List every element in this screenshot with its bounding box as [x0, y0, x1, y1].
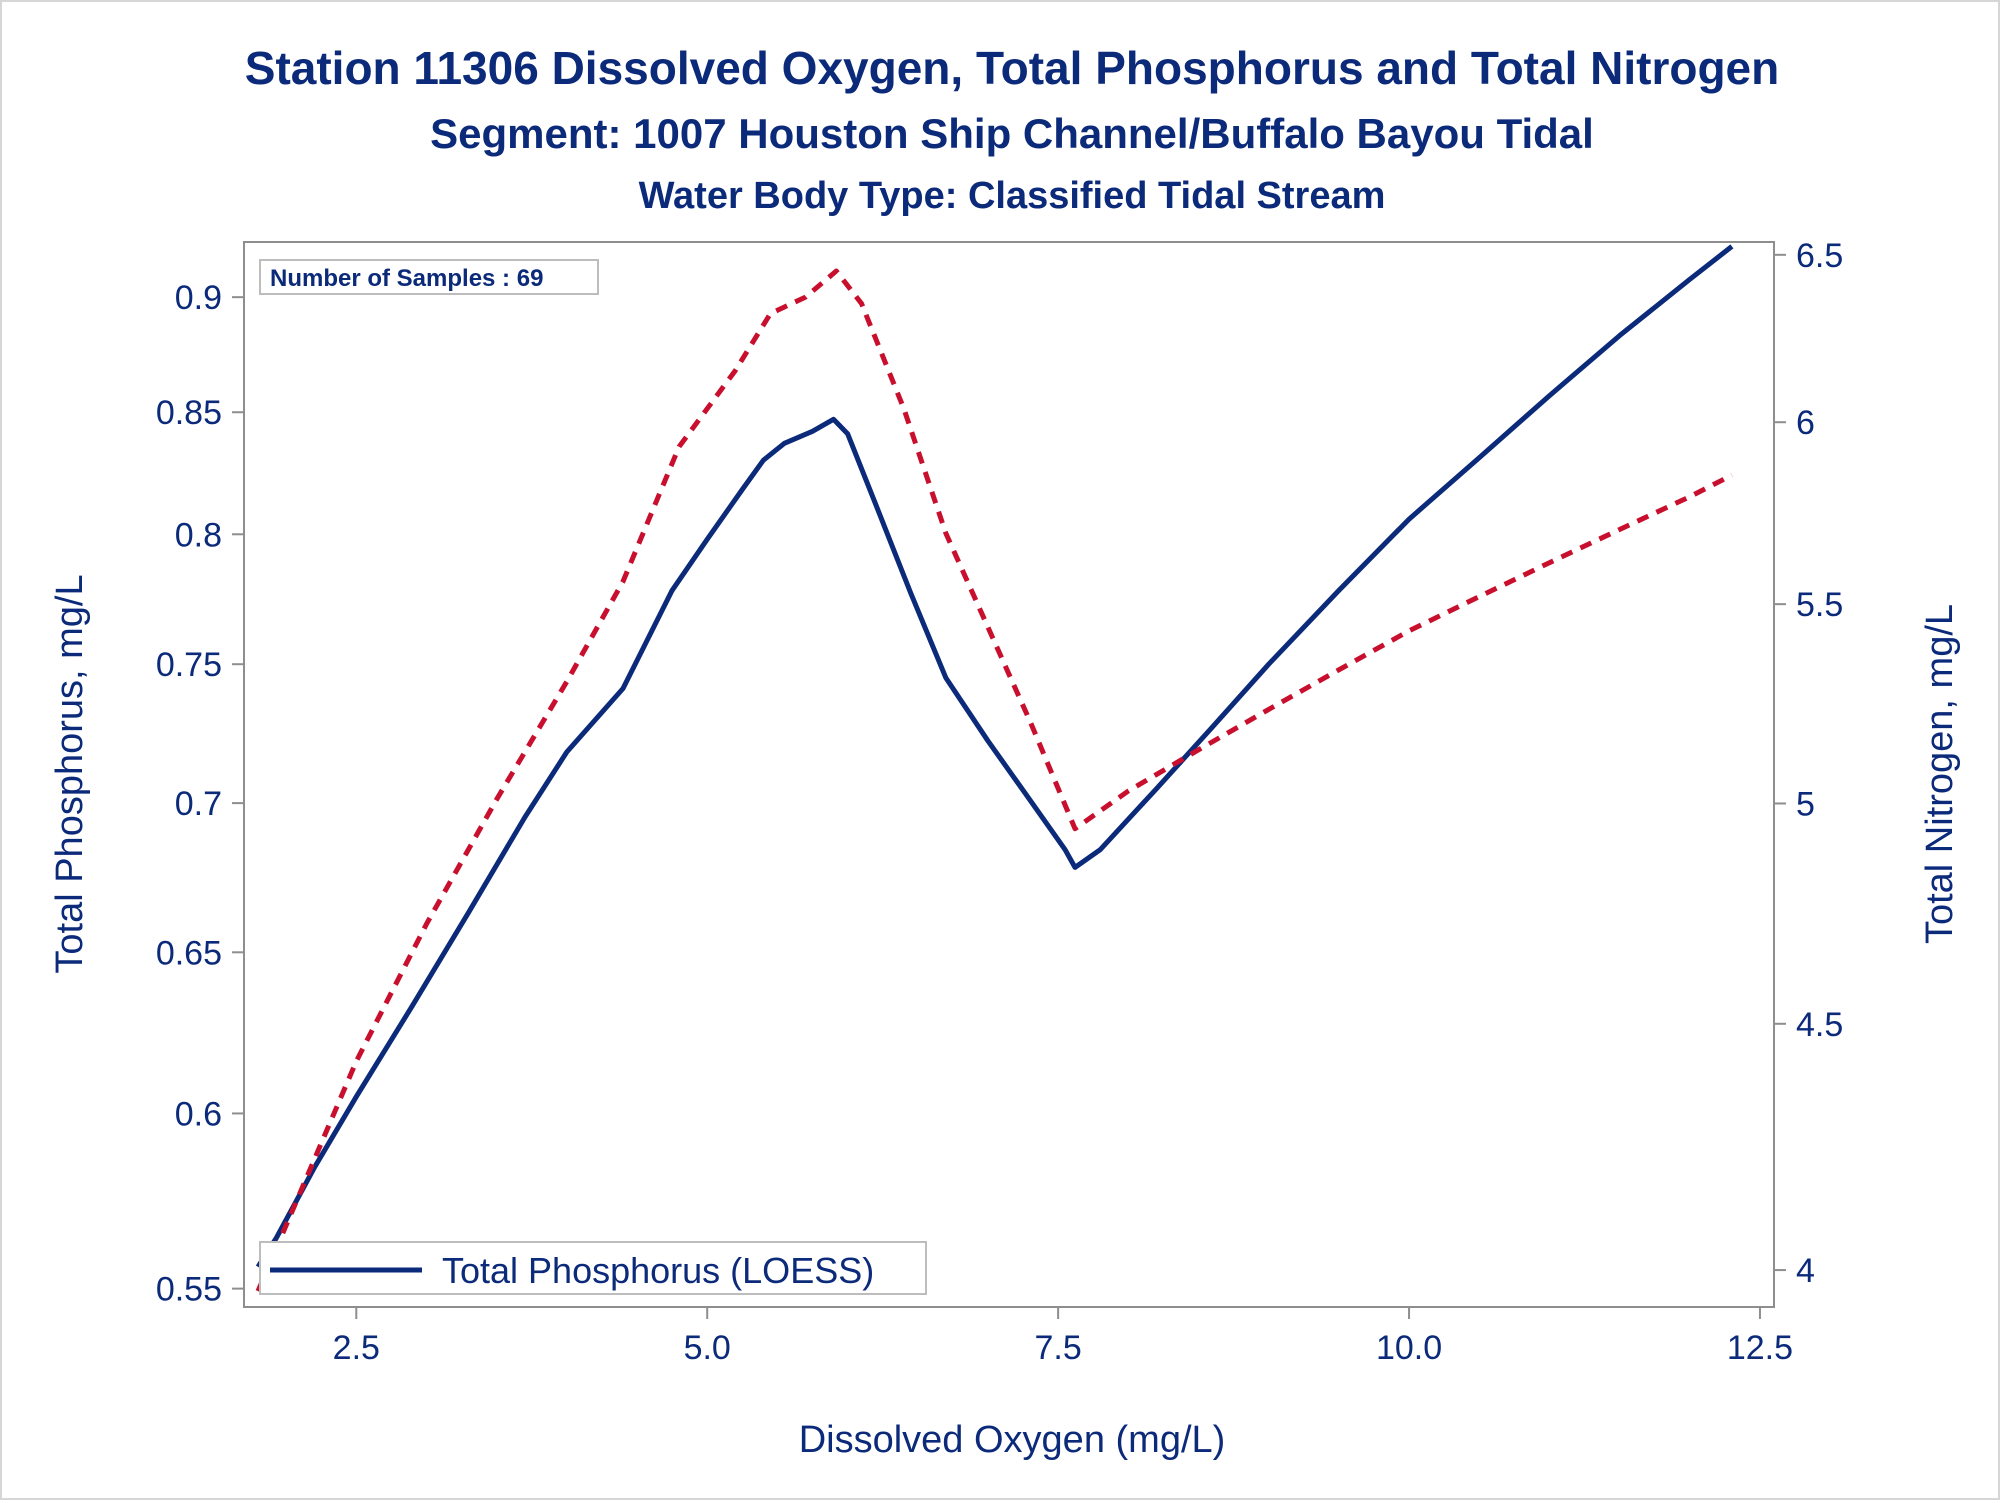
- x-tick-label: 2.5: [333, 1329, 380, 1367]
- chart-title-line-1: Station 11306 Dissolved Oxygen, Total Ph…: [245, 42, 1779, 94]
- series-layer: [255, 244, 1734, 1293]
- y-right-tick-label: 4.5: [1796, 1006, 1843, 1044]
- y-left-tick-label: 0.85: [156, 394, 222, 432]
- y-axis-right-label: Total Nitrogen, mg/L: [1919, 604, 1961, 944]
- chart-title-line-3: Water Body Type: Classified Tidal Stream: [639, 175, 1386, 217]
- y-right-tick-label: 6.5: [1796, 237, 1843, 275]
- x-axis: 2.5 5.0 7.5 10.0 12.5: [333, 1307, 1793, 1367]
- plot-area: [243, 241, 1775, 1308]
- y-left-tick-label: 0.75: [156, 646, 222, 684]
- y-left-tick-label: 0.8: [175, 516, 222, 554]
- y-left-tick-label: 0.9: [175, 279, 222, 317]
- y-right-tick-label: 4: [1796, 1252, 1815, 1290]
- y-axis-left-label: Total Phosphorus, mg/L: [49, 574, 91, 973]
- y-right-tick-label: 5.5: [1796, 586, 1843, 624]
- x-tick-label: 10.0: [1376, 1329, 1442, 1367]
- y-right-tick-label: 5: [1796, 785, 1815, 823]
- y-left-tick-label: 0.7: [175, 785, 222, 823]
- y-right-tick-label: 6: [1796, 404, 1815, 442]
- y-left-tick-label: 0.55: [156, 1271, 222, 1309]
- series-line-total-phosphorus: [255, 244, 1734, 1269]
- chart-title-line-2: Segment: 1007 Houston Ship Channel/Buffa…: [430, 110, 1594, 157]
- y-axis-left: 0.55 0.6 0.65 0.7 0.75 0.8 0.85 0.9: [156, 279, 244, 1309]
- legend: Total Phosphorus (LOESS): [259, 1241, 927, 1295]
- y-axis-right: 4 4.5 5 5.5 6 6.5: [1774, 237, 1843, 1290]
- x-tick-label: 12.5: [1727, 1329, 1793, 1367]
- x-tick-label: 5.0: [684, 1329, 731, 1367]
- series-line-total-nitrogen: [255, 268, 1734, 1293]
- y-left-tick-label: 0.65: [156, 934, 222, 972]
- x-axis-label: Dissolved Oxygen (mg/L): [799, 1419, 1226, 1461]
- sample-count-box: Number of Samples : 69: [259, 259, 599, 295]
- legend-label: Total Phosphorus (LOESS): [442, 1250, 874, 1291]
- y-left-tick-label: 0.6: [175, 1095, 222, 1133]
- x-tick-label: 7.5: [1034, 1329, 1081, 1367]
- sample-count-text: Number of Samples : 69: [270, 265, 543, 292]
